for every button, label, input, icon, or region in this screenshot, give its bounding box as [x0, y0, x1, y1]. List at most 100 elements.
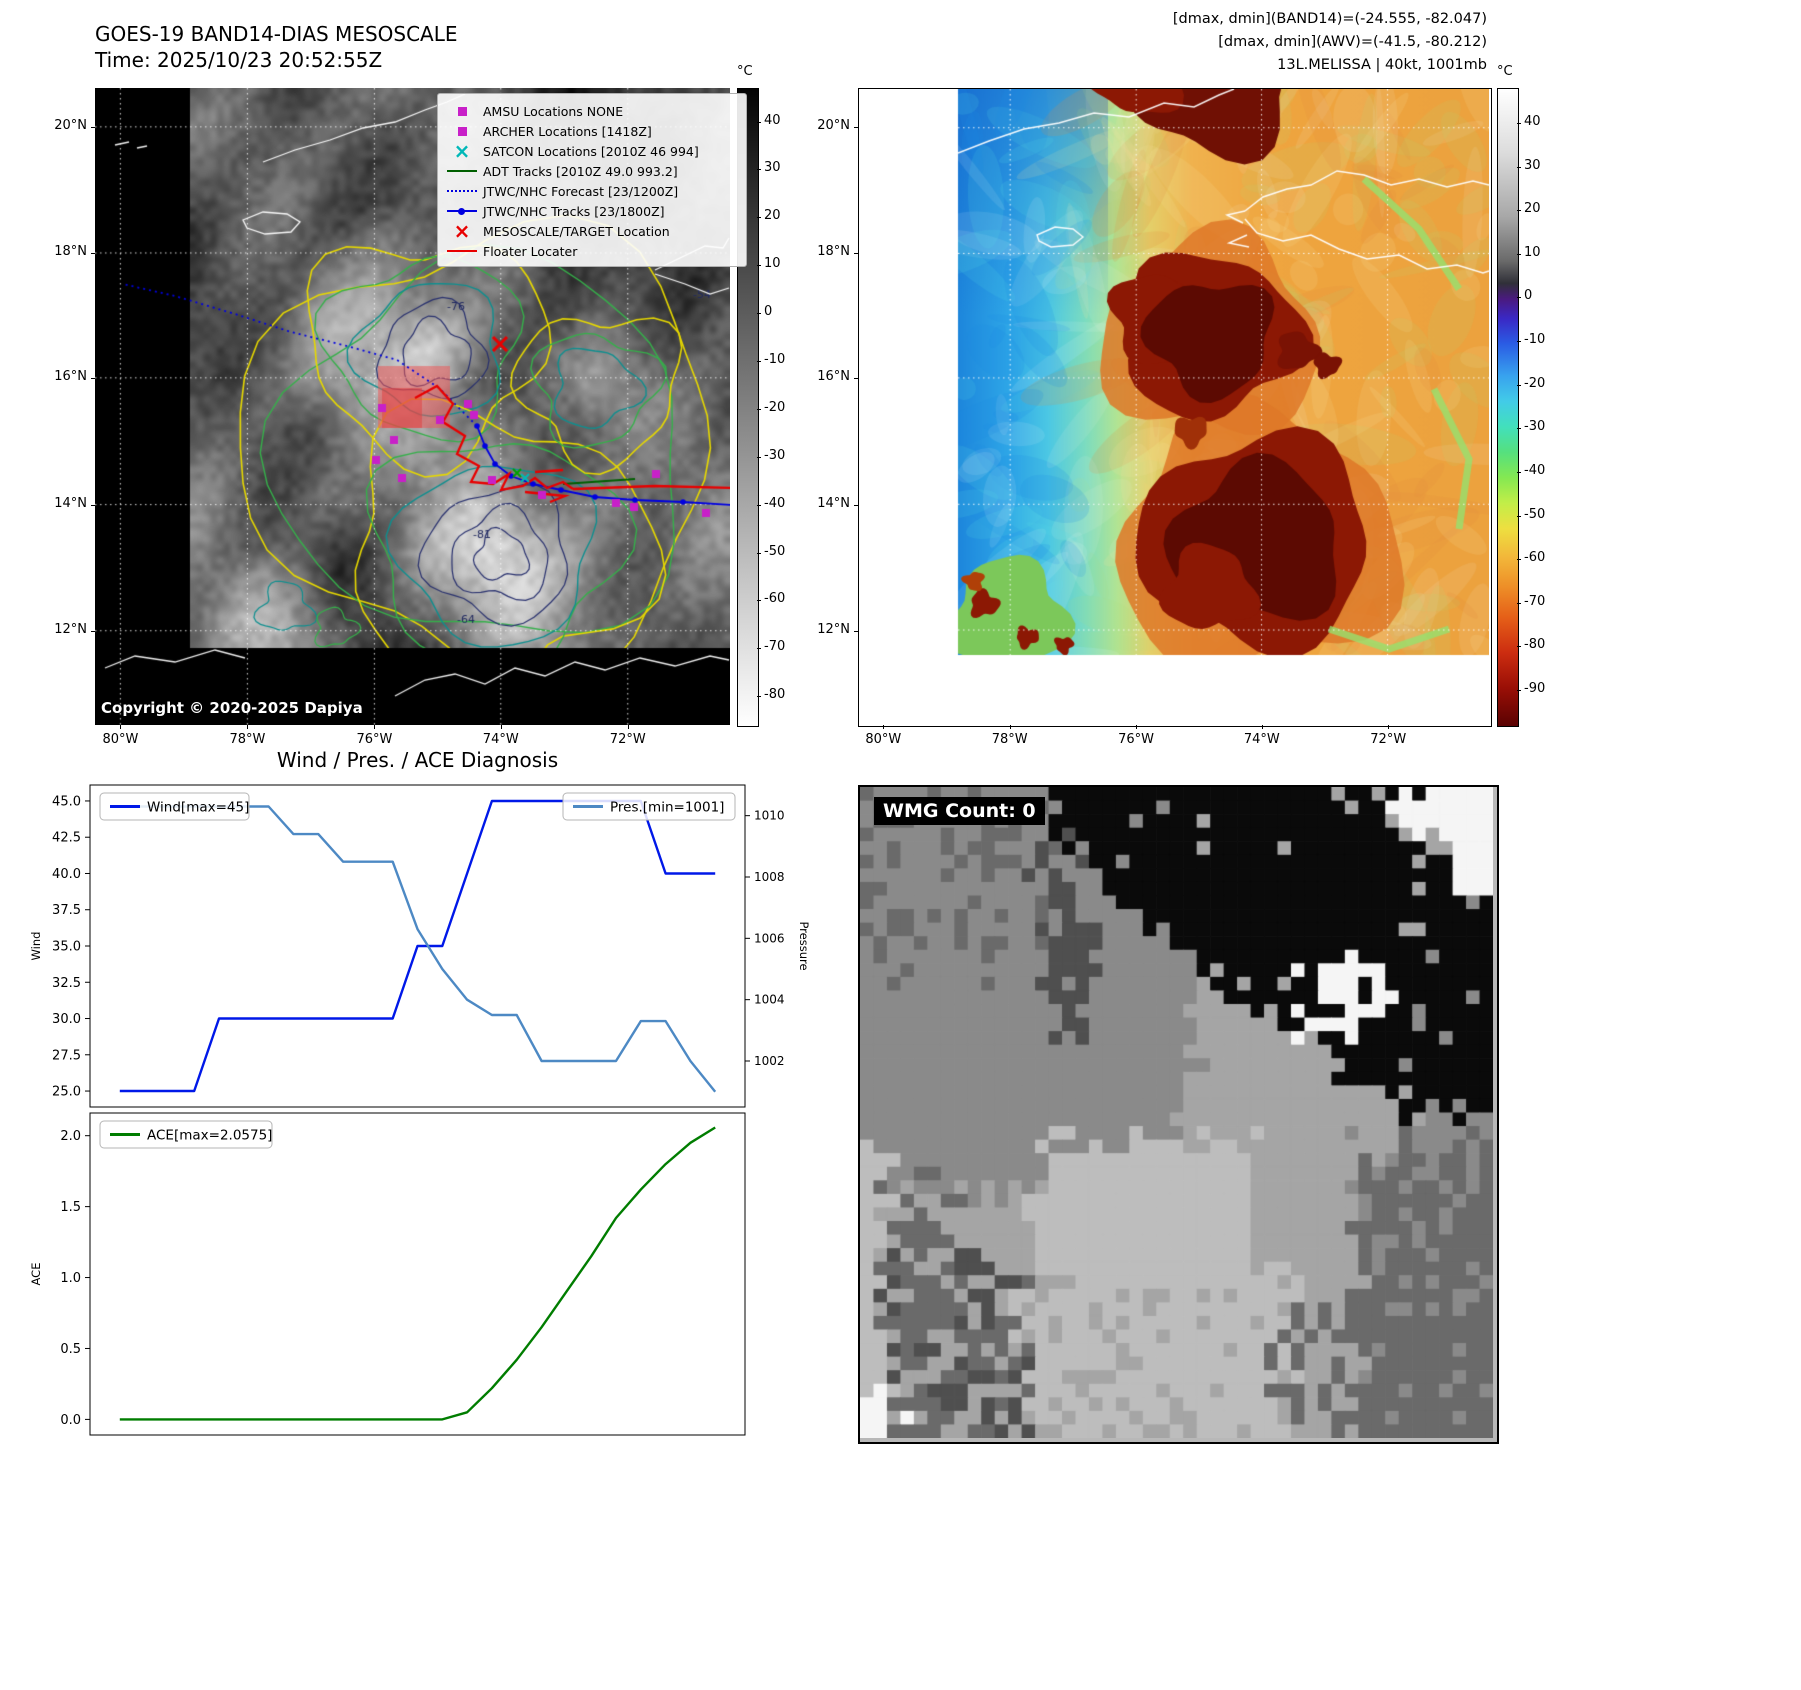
band14-colorbar-tick-label: -60 — [764, 591, 786, 607]
band14-colorbar-tick-label: 30 — [764, 160, 781, 176]
band14-colorbar-tick-label: 0 — [764, 304, 773, 320]
awv-header-line-1: [dmax, dmin](BAND14)=(-24.555, -82.047) — [1172, 11, 1487, 27]
awv-colorbar-tick-label: -10 — [1524, 332, 1546, 348]
awv-colorbar-tick-mark — [1517, 210, 1521, 212]
ytick-label-right: 1008 — [754, 870, 785, 884]
legend-item: Floater Locater — [444, 241, 740, 261]
band14-colorbar-tick-label: -30 — [764, 447, 786, 463]
awv-lat-tick-mark — [854, 504, 858, 506]
band14-colorbar-tick-label: -50 — [764, 543, 786, 559]
legend-label: AMSU Locations NONE — [483, 103, 624, 119]
awv-lon-tick-mark — [883, 725, 885, 729]
awv-colorbar-tick-mark — [1517, 428, 1521, 430]
ytick-label-left: 32.5 — [52, 976, 81, 991]
band14-lat-tick-label: 16°N — [54, 368, 87, 384]
awv-colorbar-tick-label: -80 — [1524, 637, 1546, 653]
legend-label: SATCON Locations [2010Z 46 994] — [483, 143, 699, 159]
band14-title: GOES-19 BAND14-DIAS MESOSCALE — [95, 22, 458, 46]
ytick-label-left: 1.0 — [60, 1271, 81, 1286]
ytick-label-left: 0.5 — [60, 1342, 81, 1357]
band14-lat-tick-label: 18°N — [54, 243, 87, 259]
legend-item: JTWC/NHC Tracks [23/1800Z] — [444, 201, 740, 221]
diagnosis-chart-0: 45.0 42.5 40.0 37.5 35.0 32.5 30.0 27.5 25.0 1010… — [29, 784, 811, 1108]
chart-frame — [89, 1112, 746, 1436]
awv-colorbar-tick-label: -30 — [1524, 419, 1546, 435]
awv-lon-tick-label: 72°W — [1370, 732, 1407, 747]
chart-legend-label: Pres.[min=1001] — [610, 800, 724, 816]
awv-colorbar-tick-mark — [1517, 646, 1521, 648]
band14-lon-tick-label: 80°W — [102, 732, 139, 747]
diagnosis-panel: 45.0 42.5 40.0 37.5 35.0 32.5 30.0 27.5 25.0 1010… — [20, 745, 850, 1445]
diagnosis-charts: 45.0 42.5 40.0 37.5 35.0 32.5 30.0 27.5 25.0 1010… — [29, 784, 811, 1436]
band14-colorbar-tick-mark — [757, 600, 761, 602]
legend-item: AMSU Locations NONE — [444, 101, 740, 121]
series-line — [119, 1126, 716, 1421]
legend-label: Floater Locater — [483, 243, 578, 259]
chart-legend-frame — [99, 1120, 273, 1149]
awv-colorbar-tick-mark — [1517, 122, 1521, 124]
copyright-text: Copyright © 2020-2025 Dapiya — [101, 699, 363, 717]
ytick-label-left: 25.0 — [52, 1085, 81, 1100]
legend-item: JTWC/NHC Forecast [23/1200Z] — [444, 181, 740, 201]
band14-colorbar-tick-mark — [757, 456, 761, 458]
band14-colorbar-tick-label: -80 — [764, 687, 786, 703]
awv-colorbar-tick-mark — [1517, 559, 1521, 561]
band14-lat-tick-mark — [91, 630, 95, 632]
wmg-panel: WMG Count: 0 — [858, 785, 1499, 1444]
band14-colorbar-tick-label: 40 — [764, 112, 781, 128]
wmg-image — [860, 787, 1493, 1438]
awv-lon-tick-label: 78°W — [991, 732, 1028, 747]
awv-colorbar-tick-mark — [1517, 471, 1521, 473]
awv-colorbar-tick-label: -90 — [1524, 681, 1546, 697]
chart-legend-label: ACE[max=2.0575] — [147, 1128, 272, 1144]
awv-lon-tick-mark — [1388, 725, 1390, 729]
awv-colorbar-tick-mark — [1517, 253, 1521, 255]
awv-colorbar-tick-mark — [1517, 690, 1521, 692]
awv-colorbar-tick-label: 20 — [1524, 201, 1541, 217]
awv-lat-tick-label: 12°N — [817, 621, 850, 637]
ytick-label-left: 45.0 — [52, 794, 81, 809]
awv-colorbar-tick-label: -20 — [1524, 375, 1546, 391]
band14-colorbar-tick-mark — [757, 552, 761, 554]
band14-colorbar-tick-label: 20 — [764, 208, 781, 224]
awv-lat-tick-label: 18°N — [817, 243, 850, 259]
legend-marker-dotted-icon — [444, 190, 480, 192]
awv-colorbar-tick-label: 0 — [1524, 288, 1533, 304]
awv-lon-tick-label: 76°W — [1118, 732, 1155, 747]
ytick-label-right: 1010 — [754, 809, 785, 823]
band14-colorbar-tick-label: -70 — [764, 639, 786, 655]
ytick-label-left: 2.0 — [60, 1129, 81, 1144]
diagnosis-chart-1: 2.0 1.5 1.0 0.5 0.0 ACE ACE[max=2.0575] — [29, 1112, 746, 1436]
awv-colorbar-tick-label: 30 — [1524, 157, 1541, 173]
band14-colorbar-tick-mark — [757, 313, 761, 315]
awv-colorbar-tick-label: 10 — [1524, 244, 1541, 260]
awv-colorbar-tick-label: -40 — [1524, 462, 1546, 478]
awv-satellite-image — [859, 89, 1489, 724]
ytick-label-left: 35.0 — [52, 940, 81, 955]
band14-lon-tick-label: 72°W — [609, 732, 646, 747]
band14-colorbar-tick-mark — [757, 265, 761, 267]
ytick-label-left: 37.5 — [52, 903, 81, 918]
chart-legend-frame — [99, 792, 250, 821]
legend-label: MESOSCALE/TARGET Location — [483, 223, 670, 239]
awv-plot — [858, 88, 1492, 727]
legend-item: × MESOSCALE/TARGET Location — [444, 221, 740, 241]
chart-legend-label: Wind[max=45] — [147, 800, 249, 816]
ytick-label-left: 0.0 — [60, 1413, 81, 1428]
band14-time: Time: 2025/10/23 20:52:55Z — [95, 48, 383, 72]
ytick-label-left: 1.5 — [60, 1200, 81, 1215]
chart-legend-frame — [562, 792, 736, 821]
band14-colorbar-unit: °C — [737, 64, 753, 79]
band14-colorbar-tick-mark — [757, 169, 761, 171]
band14-legend: AMSU Locations NONE ARCHER Locations [141… — [437, 93, 747, 267]
legend-item: × SATCON Locations [2010Z 46 994] — [444, 141, 740, 161]
band14-lat-tick-label: 14°N — [54, 495, 87, 511]
legend-marker-x-icon: × — [453, 139, 471, 163]
awv-lon-tick-mark — [1261, 725, 1263, 729]
awv-header-line-2: [dmax, dmin](AWV)=(-41.5, -80.212) — [1218, 34, 1487, 50]
ytick-label-left: 42.5 — [52, 831, 81, 846]
band14-lon-tick-mark — [374, 725, 376, 729]
awv-header: [dmax, dmin](BAND14)=(-24.555, -82.047) … — [960, 8, 1487, 77]
band14-lat-tick-mark — [91, 126, 95, 128]
band14-colorbar-tick-mark — [757, 361, 761, 362]
